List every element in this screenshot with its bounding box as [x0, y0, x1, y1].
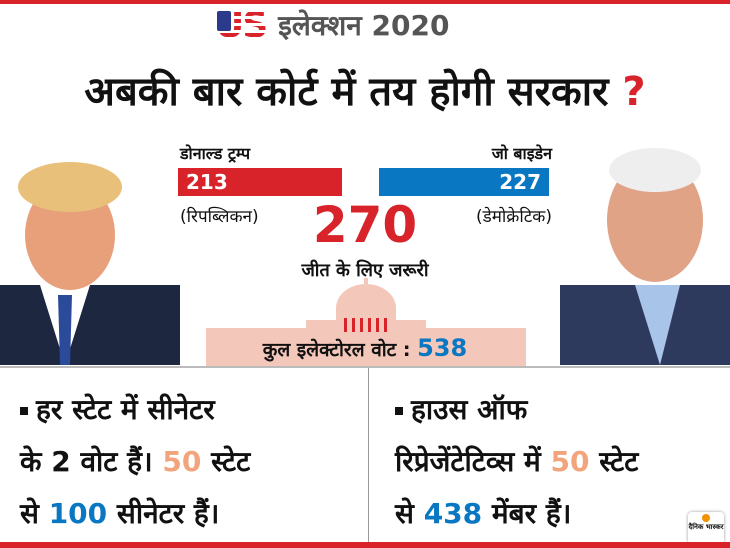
- biden-photo: [560, 148, 730, 365]
- bullet-icon: [20, 407, 28, 415]
- majority-label: जीत के लिए जरूरी: [301, 260, 429, 281]
- trump-votes-bar: 213: [178, 168, 342, 196]
- trump-name: डोनाल्ड ट्रम्प: [180, 144, 251, 163]
- dainik-bhaskar-logo: दैनिक भास्कर: [688, 512, 724, 544]
- bottom-accent-bar: [0, 542, 730, 548]
- vertical-divider: [368, 368, 369, 542]
- top-accent-bar: [0, 0, 730, 4]
- header: US इलेक्शन 2020: [215, 6, 450, 44]
- capitol-illustration: [206, 278, 526, 366]
- trump-party: (रिपब्लिकन): [180, 207, 259, 227]
- biden-votes-bar: 227: [379, 168, 549, 196]
- biden-name: जो बाइडेन: [491, 144, 552, 163]
- bullet-icon: [395, 407, 403, 415]
- majority-number: 270: [312, 196, 418, 254]
- total-electoral-votes: कुल इलेक्टोरल वोट : 538: [262, 334, 468, 362]
- us-flag-logo: US: [215, 4, 267, 46]
- divider: [0, 366, 730, 368]
- fact-house: हाउस ऑफ रिप्रेजेंटेटिव्स में 50 स्टेट से…: [395, 393, 639, 530]
- header-title: इलेक्शन 2020: [278, 9, 450, 42]
- headline: अबकी बार कोर्ट में तय होगी सरकार ?: [84, 69, 646, 115]
- fact-senate: हर स्टेट में सीनेटर के 2 वोट हैं। 50 स्ट…: [20, 393, 251, 530]
- trump-photo: [0, 162, 180, 365]
- biden-party: (डेमोक्रेटिक): [475, 207, 552, 227]
